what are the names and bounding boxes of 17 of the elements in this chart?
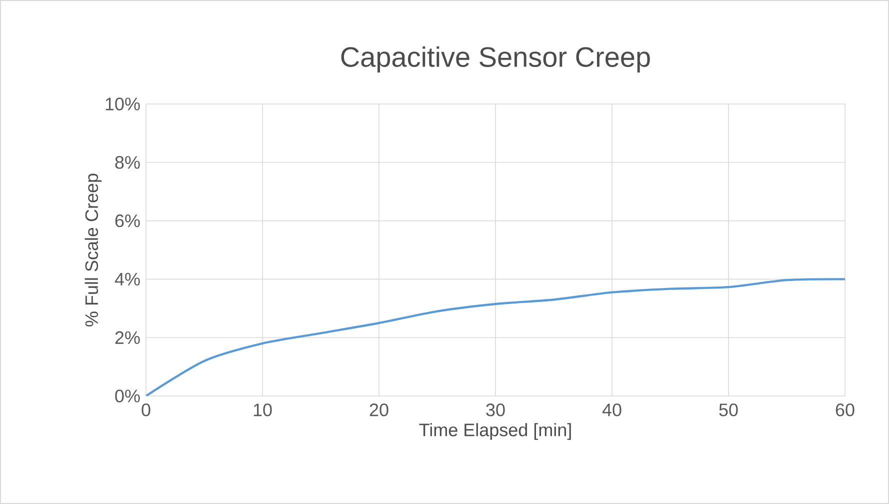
chart-title: Capacitive Sensor Creep: [341, 46, 650, 73]
y-tick-label: 2%: [115, 331, 140, 344]
x-tick-label: 50: [719, 404, 738, 416]
x-tick-label: 40: [602, 404, 622, 416]
x-tick-label: 20: [370, 404, 388, 416]
y-tick-label: 8%: [115, 156, 140, 169]
x-tick-label: 30: [486, 404, 505, 416]
line-series: [146, 278, 845, 396]
y-axis-title: % Full Scale Creep: [84, 174, 102, 326]
x-tick-label: 0: [142, 404, 150, 416]
x-tick-label: 10: [254, 404, 272, 416]
y-tick-label: 6%: [115, 214, 140, 228]
y-tick-label: 4%: [114, 272, 140, 286]
y-tick-label: 10%: [106, 98, 140, 110]
y-tick-label: 0%: [115, 390, 140, 402]
x-tick-label: 60: [836, 404, 854, 416]
x-axis-title: Time Elapsed [min]: [419, 423, 571, 440]
